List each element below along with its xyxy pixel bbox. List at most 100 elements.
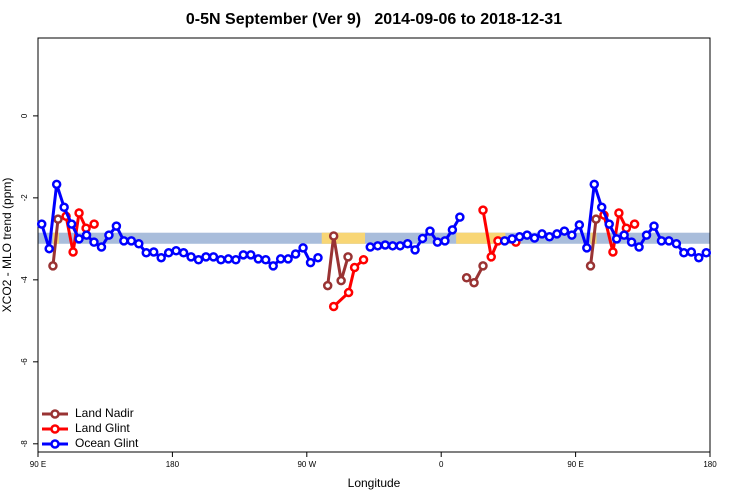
series-point	[614, 208, 624, 218]
y-tick-label: -4	[20, 276, 29, 284]
series-point	[283, 254, 293, 264]
chart-title: 0-5N September (Ver 9) 2014-09-06 to 201…	[186, 11, 562, 28]
series-point	[74, 208, 84, 218]
series-point	[343, 252, 353, 262]
series-point	[141, 248, 152, 258]
x-tick-label: 90 E	[567, 460, 583, 469]
series-point	[59, 202, 69, 213]
series-point	[574, 220, 585, 230]
y-axis-label: XCO2 - MLO trend (ppm)	[0, 178, 14, 313]
series-point	[163, 248, 174, 258]
series-point	[253, 254, 264, 264]
series-point	[365, 242, 376, 252]
x-tick-label: 180	[166, 460, 180, 469]
series-point	[507, 234, 517, 244]
legend-marker	[50, 424, 60, 434]
series-point	[231, 255, 241, 265]
series-point	[148, 247, 159, 257]
series-point	[432, 237, 443, 247]
series-point	[656, 236, 667, 246]
series-point	[514, 232, 525, 242]
series-point	[694, 252, 704, 263]
series-point	[81, 230, 92, 240]
series-point	[567, 230, 577, 240]
series-point	[649, 221, 659, 231]
series-point	[96, 242, 107, 252]
series-point	[313, 252, 323, 263]
series-point	[486, 252, 496, 262]
reference-band	[38, 232, 710, 244]
series-point	[679, 248, 689, 258]
series-point	[634, 242, 644, 252]
x-tick-label: 0	[439, 460, 444, 469]
series-point	[552, 229, 562, 239]
series-line	[51, 218, 598, 286]
series-point	[48, 261, 58, 271]
series-point	[447, 225, 458, 235]
band-highlight	[456, 232, 506, 244]
series-point	[537, 229, 547, 239]
series-point	[417, 233, 428, 244]
series-point	[126, 236, 137, 246]
series-point	[290, 249, 301, 259]
legend-label: Land Glint	[75, 421, 130, 435]
series-point	[425, 226, 435, 236]
series-point	[336, 275, 346, 286]
x-tick-label: 180	[703, 460, 717, 469]
series-point	[591, 214, 601, 224]
series-point	[529, 233, 540, 243]
series-point	[589, 179, 600, 190]
series-point	[89, 237, 99, 247]
series-point	[134, 239, 144, 249]
series-point	[268, 261, 278, 271]
series-point	[641, 230, 652, 240]
series-point	[343, 287, 354, 298]
series-point	[178, 248, 189, 258]
series-point	[111, 221, 122, 231]
series-point	[701, 248, 712, 258]
series-point	[89, 219, 99, 229]
y-tick-label: -2	[20, 194, 29, 202]
series-point	[74, 234, 84, 244]
series-point	[186, 252, 196, 262]
legend-label: Land Nadir	[75, 406, 134, 420]
series-point	[619, 230, 629, 240]
series-point	[380, 240, 390, 250]
series-point	[223, 254, 234, 264]
series-point	[193, 255, 204, 265]
series-point	[402, 239, 413, 249]
series-point	[44, 243, 54, 254]
series-point	[260, 255, 271, 265]
y-tick-label: 0	[20, 113, 29, 118]
series-point	[51, 179, 62, 190]
series-point	[387, 241, 398, 251]
series-point	[104, 230, 114, 240]
series-point	[208, 252, 219, 262]
series-point	[455, 212, 465, 222]
series-point	[328, 231, 339, 241]
series-point	[559, 226, 570, 236]
legend-marker	[50, 439, 60, 449]
legend-label: Ocean Glint	[75, 436, 139, 450]
series-point	[629, 219, 640, 229]
series-point	[171, 245, 181, 256]
series-point	[596, 202, 607, 213]
series-point	[611, 234, 622, 244]
band-highlight	[321, 232, 366, 244]
series-point	[585, 261, 596, 271]
series-point	[238, 250, 249, 260]
series-point	[522, 230, 532, 240]
series-point	[328, 301, 339, 312]
series-point	[671, 239, 682, 249]
series-point	[349, 262, 360, 273]
series-point	[156, 252, 166, 263]
series-point	[275, 254, 286, 264]
series-point	[461, 273, 472, 283]
series-point	[119, 236, 129, 246]
legend-marker	[50, 409, 60, 419]
series-point	[53, 214, 63, 224]
series-point	[604, 219, 614, 229]
y-tick-label: -8	[20, 440, 29, 448]
series-point	[608, 247, 618, 257]
